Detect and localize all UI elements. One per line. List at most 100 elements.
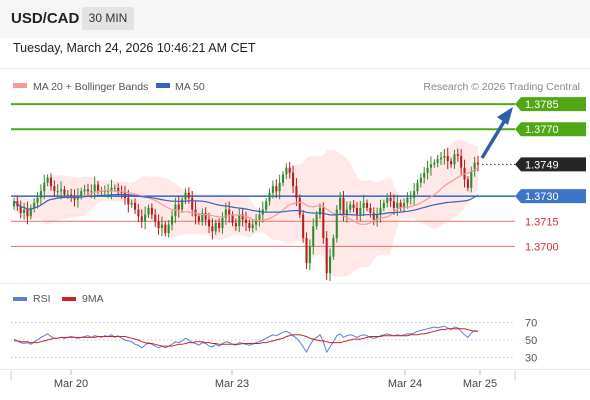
candle	[271, 180, 274, 199]
candle	[413, 183, 416, 206]
candle	[389, 192, 392, 207]
rsi-panel: 70 50 30	[11, 318, 537, 364]
candle	[399, 199, 402, 212]
rsi-line	[13, 325, 479, 354]
candle	[23, 202, 26, 220]
candle	[285, 163, 288, 179]
candle	[211, 218, 214, 240]
ma20-legend-label: MA 20 + Bollinger Bands	[33, 81, 148, 93]
level-label-support: 1.3700	[525, 241, 559, 253]
candle	[436, 154, 439, 168]
candle	[382, 199, 385, 212]
rsi-tick-label: 30	[525, 352, 537, 364]
candle	[366, 199, 369, 212]
candle	[36, 192, 39, 209]
candle	[123, 185, 126, 205]
candle	[460, 149, 463, 175]
candle	[197, 212, 200, 225]
candle	[43, 174, 46, 200]
candle	[60, 181, 63, 200]
candle	[295, 178, 298, 206]
candle	[409, 190, 412, 205]
candle	[419, 173, 422, 188]
candle	[362, 194, 365, 216]
candle	[244, 211, 248, 232]
candle	[339, 192, 342, 216]
candle	[402, 198, 406, 213]
candle	[97, 181, 100, 195]
candle	[117, 183, 120, 196]
candle	[352, 200, 355, 213]
ma50-legend-swatch	[156, 83, 170, 88]
candle	[332, 234, 335, 260]
candle	[204, 207, 207, 226]
panel-separator	[0, 283, 590, 284]
candle	[386, 193, 389, 208]
candle	[164, 221, 167, 237]
candle	[49, 173, 53, 191]
level-label-text: 1.3785	[525, 99, 559, 111]
rsi-ma-legend-label: 9MA	[82, 293, 104, 305]
candle	[423, 167, 426, 184]
candle	[248, 219, 251, 232]
candle	[39, 184, 42, 205]
candle	[406, 192, 409, 209]
candle	[275, 179, 278, 199]
candle	[473, 157, 476, 177]
candle	[154, 208, 157, 227]
candle	[379, 199, 382, 223]
top-separator	[0, 68, 590, 69]
candle	[278, 174, 281, 200]
candle	[439, 151, 443, 166]
candle	[228, 201, 231, 223]
rsi-legend-label: RSI	[33, 293, 51, 305]
x-tick-label: Mar 24	[388, 378, 422, 390]
candle	[113, 184, 116, 192]
candle	[19, 200, 22, 219]
candle	[144, 206, 147, 230]
candle	[83, 184, 86, 196]
candle	[265, 197, 268, 213]
x-tick-label: Mar 20	[54, 378, 88, 390]
moving-averages	[13, 167, 479, 225]
ma20-legend-swatch	[13, 83, 27, 88]
candle	[177, 196, 180, 218]
candle	[446, 147, 449, 170]
candle	[298, 194, 301, 218]
candle	[268, 188, 271, 206]
candle	[429, 156, 432, 176]
candle	[26, 201, 29, 225]
credit-text: Research © 2026 Trading Central	[423, 81, 580, 93]
candle	[345, 201, 348, 223]
candle	[433, 159, 436, 168]
candle	[416, 179, 419, 195]
candle	[221, 212, 224, 234]
candle	[466, 176, 469, 192]
level-labels: 1.3785 1.3770 1.3749 1.3730 1.3715 1.3700	[515, 97, 586, 253]
candle	[456, 148, 459, 162]
rsi-tick-label: 70	[525, 318, 537, 330]
candle	[234, 218, 237, 231]
candle	[130, 199, 133, 208]
candle	[329, 248, 332, 282]
candle	[46, 174, 49, 187]
candle	[349, 201, 352, 213]
level-label-text: 1.3770	[525, 124, 559, 136]
candle	[255, 213, 258, 231]
x-axis: Mar 20 Mar 23 Mar 24 Mar 25	[10, 370, 516, 390]
candle	[251, 220, 254, 233]
candle	[355, 202, 358, 221]
candle	[241, 207, 244, 227]
candle	[110, 179, 113, 200]
candle	[157, 214, 160, 235]
timeframe-badge[interactable]: 30 MIN	[82, 7, 134, 30]
candle	[302, 210, 305, 243]
candle	[53, 180, 56, 197]
candle	[134, 198, 137, 215]
candle	[29, 204, 32, 220]
x-tick-label: Mar 23	[215, 378, 249, 390]
ma50-legend-label: MA 50	[175, 81, 205, 93]
candle	[207, 212, 211, 234]
candle	[147, 204, 150, 218]
